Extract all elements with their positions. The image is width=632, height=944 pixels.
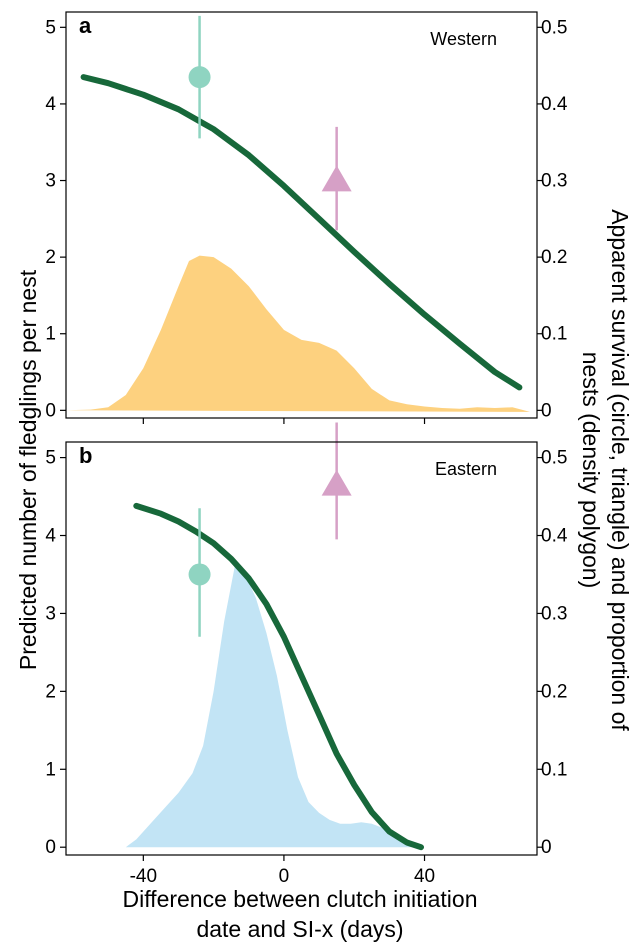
survival-triangle-marker	[321, 469, 352, 496]
panel-a-western: 0 1 2 3 4 5 0 0.1 0.2 0.3 0.4 0.5 a Western	[45, 11, 568, 424]
y-right-tick-label: 0.1	[541, 759, 567, 780]
y-left-tick-label: 4	[45, 526, 56, 547]
y-left-tick-label: 4	[45, 94, 56, 115]
y-left-tick-label: 5	[45, 17, 56, 38]
y-left-tick-label: 0	[45, 400, 56, 421]
panel-letter: a	[79, 13, 92, 38]
y-right-axis-title-line2: nests (density polygon)	[578, 352, 604, 589]
x-axis-title-line1: Difference between clutch initiation	[122, 886, 477, 912]
region-label: Western	[430, 29, 497, 49]
density-polygon	[125, 566, 425, 848]
y-left-tick-label: 2	[45, 681, 56, 702]
survival-circle-marker	[188, 563, 211, 586]
y-right-tick-label: 0.5	[541, 448, 567, 469]
panel-letter: b	[79, 443, 92, 468]
y-left-tick-label: 5	[45, 448, 56, 469]
survival-circle-marker	[188, 66, 211, 89]
y-left-tick-label: 3	[45, 603, 56, 624]
survival-triangle-marker	[321, 165, 352, 192]
y-right-tick-label: 0.4	[541, 94, 568, 115]
y-right-tick-label: 0	[541, 400, 552, 421]
plot-frame	[65, 441, 538, 856]
density-polygon	[66, 255, 530, 412]
panel-b-eastern: 0 1 2 3 4 5 0 0.1 0.2 0.3 0.4 0.5 -40 0 40 b Eastern	[45, 422, 568, 887]
y-right-tick-label: 0.2	[541, 681, 567, 702]
plot-frame	[65, 11, 538, 419]
y-right-tick-label: 0.4	[541, 526, 568, 547]
y-right-tick-label: 0.5	[541, 17, 567, 38]
y-right-axis-title-line1: Apparent survival (circle, triangle) and…	[607, 209, 632, 731]
x-axis-title-line2: date and SI-x (days)	[196, 916, 403, 942]
y-left-tick-label: 3	[45, 171, 56, 192]
x-tick-label: 0	[279, 866, 290, 887]
y-left-tick-label: 1	[45, 324, 56, 345]
y-left-tick-label: 1	[45, 759, 56, 780]
y-left-tick-label: 2	[45, 247, 56, 268]
y-right-tick-label: 0.3	[541, 603, 567, 624]
x-tick-label: 40	[414, 866, 435, 887]
y-left-axis-title: Predicted number of fledglings per nest	[15, 269, 41, 670]
y-right-tick-label: 0.3	[541, 171, 567, 192]
region-label: Eastern	[435, 459, 497, 479]
fledglings-curve	[133, 502, 424, 851]
fledglings-curve	[80, 74, 523, 391]
y-right-tick-label: 0	[541, 837, 552, 858]
x-tick-label: -40	[130, 866, 157, 887]
y-right-tick-label: 0.1	[541, 324, 567, 345]
y-right-tick-label: 0.2	[541, 247, 567, 268]
y-left-tick-label: 0	[45, 837, 56, 858]
